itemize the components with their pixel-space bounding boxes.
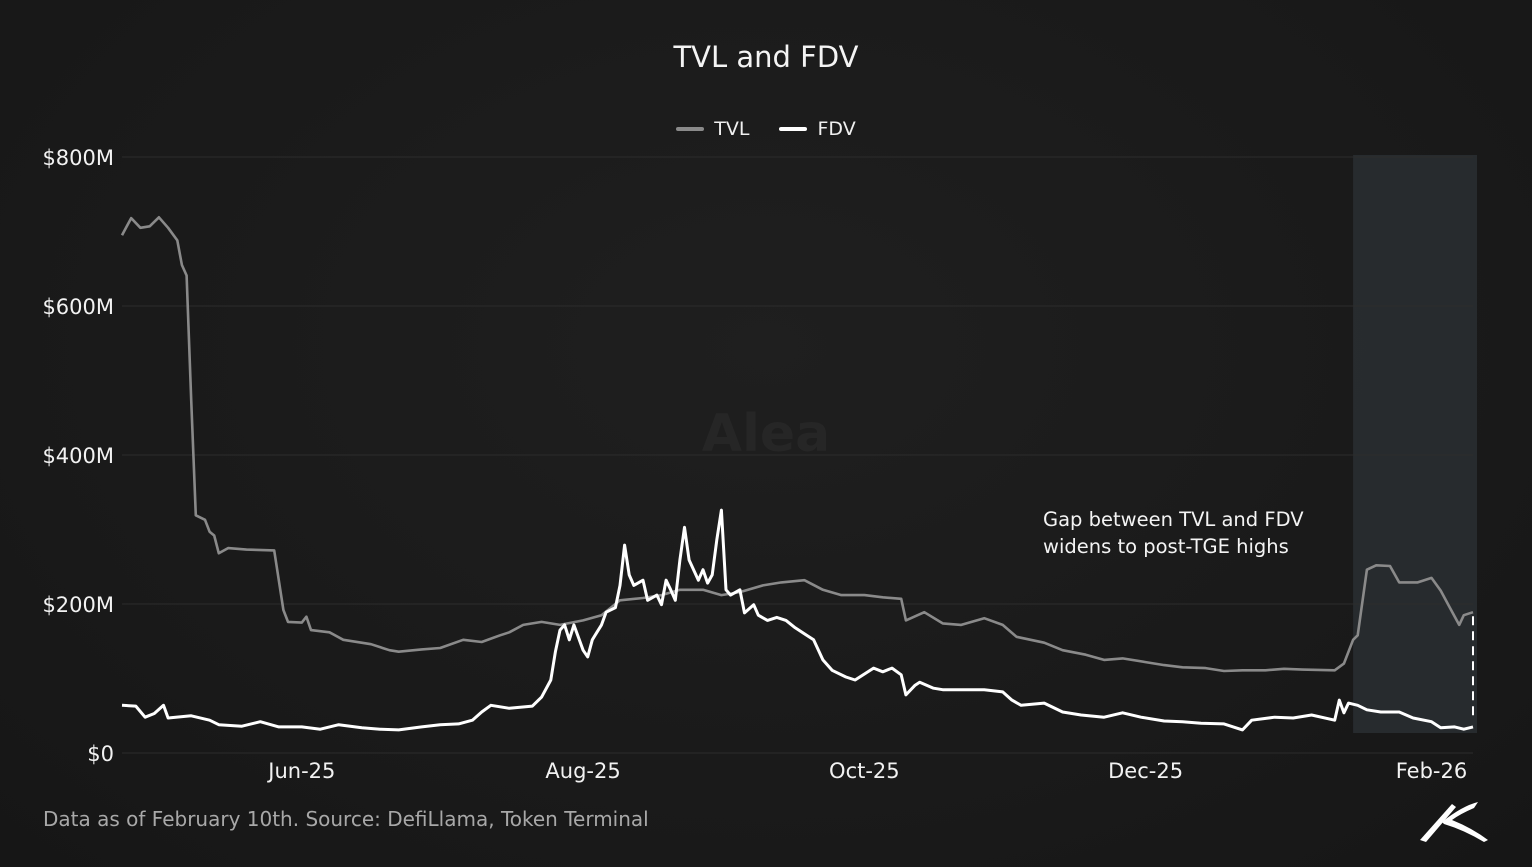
annotation: Gap between TVL and FDV widens to post-T… <box>1043 506 1304 560</box>
source-footnote: Data as of February 10th. Source: DefiLl… <box>43 807 649 831</box>
alea-logo-icon <box>1420 802 1488 842</box>
legend-label-tvl: TVL <box>714 118 750 140</box>
legend-label-fdv: FDV <box>817 118 856 140</box>
y-tick-label: $0 <box>87 742 114 766</box>
annotation-line-1: Gap between TVL and FDV <box>1043 508 1304 531</box>
series-line-tvl <box>120 216 1474 673</box>
chart-title: TVL and FDV <box>673 40 859 74</box>
y-tick-label: $600M <box>42 295 114 319</box>
legend-swatch-fdv <box>779 127 808 131</box>
x-tick-label: Feb-26 <box>1396 759 1467 783</box>
annotation-line-2: widens to post-TGE highs <box>1043 535 1289 558</box>
y-tick-label: $200M <box>42 593 114 617</box>
watermark: Alea <box>701 404 831 464</box>
x-tick-label: Dec-25 <box>1108 759 1183 783</box>
legend-swatch-tvl <box>676 127 705 131</box>
legend-item-fdv[interactable]: FDV <box>779 118 856 140</box>
x-tick-label: Jun-25 <box>266 759 335 783</box>
highlight-band <box>1353 155 1477 733</box>
series-line-fdv <box>121 508 1474 732</box>
y-tick-label: $400M <box>42 444 114 468</box>
legend-item-tvl[interactable]: TVL <box>676 118 749 140</box>
y-tick-label: $800M <box>42 146 114 170</box>
legend: TVL FDV <box>0 118 1532 140</box>
x-tick-label: Oct-25 <box>829 759 900 783</box>
x-tick-label: Aug-25 <box>545 759 620 783</box>
